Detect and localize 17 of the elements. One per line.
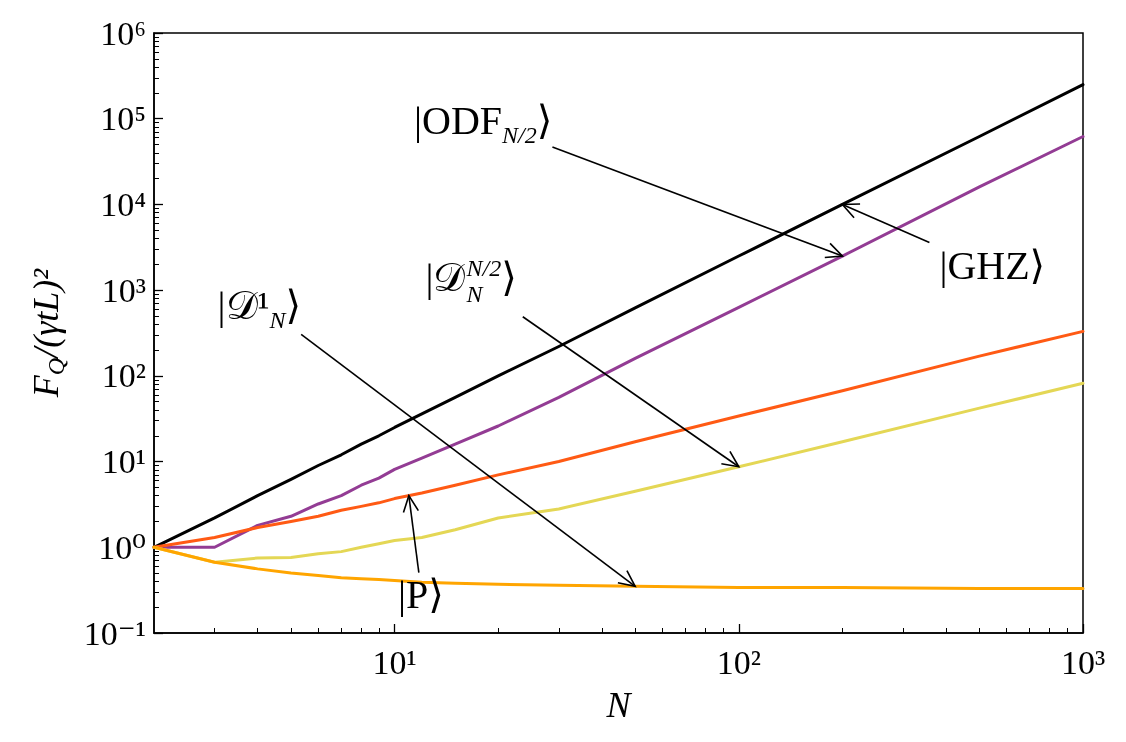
x-tick-label: 10³: [1060, 643, 1106, 681]
y-tick-label: 10³: [101, 271, 146, 309]
y-tick-label: 10⁴: [100, 185, 146, 223]
y-tick-label: 10⁶: [100, 14, 146, 52]
y-axis-title: FQ/(γtL)²: [26, 267, 69, 399]
y-tick-label: 10⁰: [98, 528, 146, 566]
y-tick-label: 10¹: [101, 443, 146, 481]
y-tick-label: 10⁵: [100, 100, 146, 138]
annotation: |ODF$_{N/2}$⟩: [414, 98, 553, 149]
y-tick-label: 10²: [101, 357, 146, 395]
x-tick-label: 10¹: [372, 643, 417, 681]
x-axis-title: N: [605, 685, 633, 725]
annotation: |𝒟¹$_{N}$⟩: [217, 283, 302, 334]
x-tick-label: 10²: [716, 643, 761, 681]
annotation: |P⟩: [397, 571, 444, 617]
y-tick-label: 10⁻¹: [83, 614, 146, 652]
annotation: |GHZ⟩: [939, 243, 1046, 289]
